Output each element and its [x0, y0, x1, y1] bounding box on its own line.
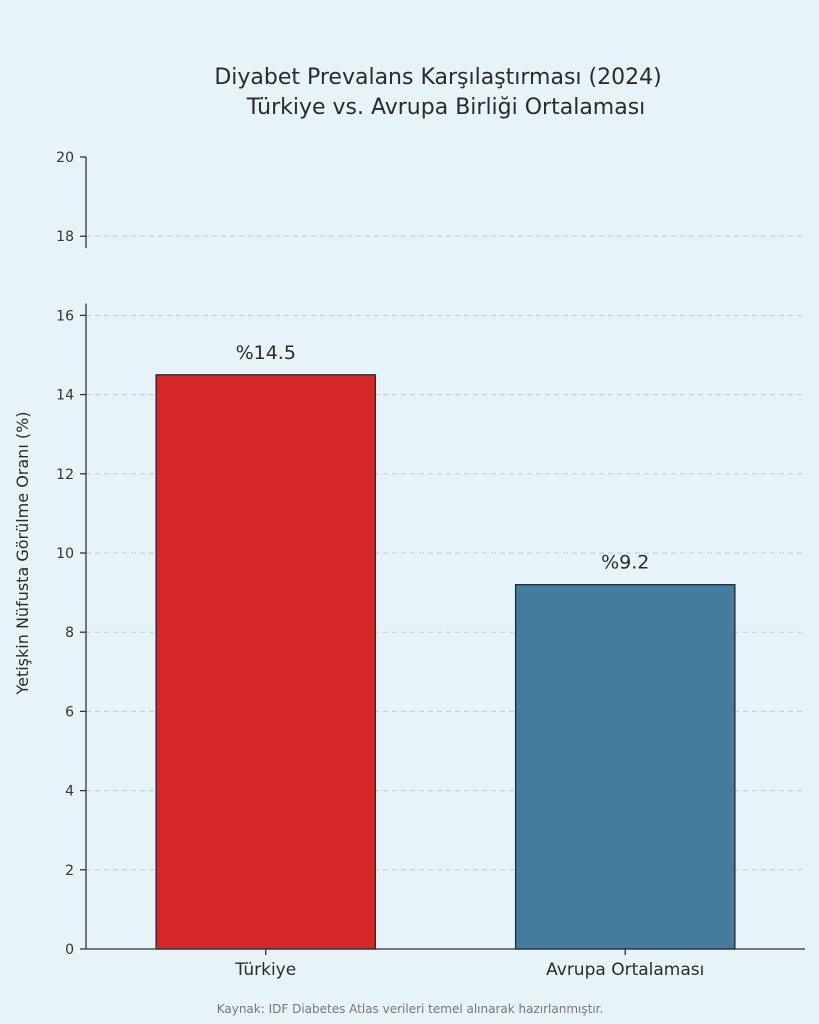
- y-axis-label: Yetişkin Nüfusta Görülme Oranı (%): [13, 411, 32, 695]
- y-tick-label: 14: [56, 388, 74, 404]
- chart-title-line-2: Türkiye vs. Avrupa Birliği Ortalaması: [246, 95, 646, 120]
- bar-data-label: %14.5: [236, 342, 296, 364]
- chart-title-line-1: Diyabet Prevalans Karşılaştırması (2024): [214, 65, 661, 90]
- chart-title: Diyabet Prevalans Karşılaştırması (2024)…: [214, 65, 661, 120]
- bar: [155, 374, 377, 950]
- axes: [80, 156, 805, 955]
- y-tick-label: 10: [56, 546, 74, 562]
- bar-data-label: %9.2: [601, 552, 649, 574]
- y-tick-label: 0: [65, 942, 74, 958]
- y-tick-label: 4: [65, 784, 74, 800]
- y-tick-label: 16: [56, 308, 74, 324]
- source-note: Kaynak: IDF Diabetes Atlas verileri teme…: [217, 1002, 604, 1016]
- labels: 0 2 4 6 8 10 12 14 16 18 20 %14.5 Türkiye %9.2 Avrupa …: [56, 150, 704, 980]
- y-tick-label: 2: [65, 863, 74, 879]
- x-tick-label: Avrupa Ortalaması: [546, 960, 704, 980]
- y-tick-label: 6: [65, 704, 74, 720]
- y-tick-label: 8: [65, 625, 74, 641]
- y-tick-label: 20: [56, 150, 74, 166]
- y-tick-label: 12: [56, 467, 74, 483]
- x-tick-label: Türkiye: [234, 960, 296, 980]
- y-tick-label: 18: [56, 229, 74, 245]
- bars: [155, 374, 736, 950]
- bar: [514, 584, 736, 950]
